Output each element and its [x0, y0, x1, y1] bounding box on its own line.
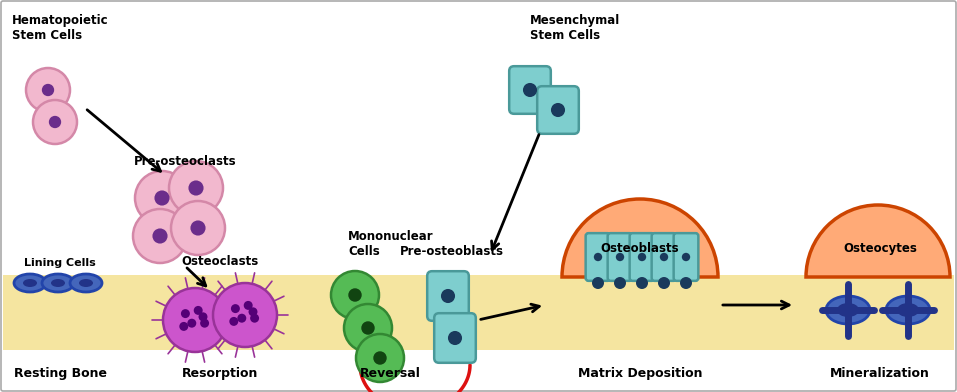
Ellipse shape: [23, 279, 37, 287]
Text: Mesenchymal
Stem Cells: Mesenchymal Stem Cells: [530, 14, 620, 42]
Ellipse shape: [51, 279, 65, 287]
FancyBboxPatch shape: [652, 233, 677, 281]
Circle shape: [213, 283, 277, 347]
Text: Mineralization: Mineralization: [830, 367, 930, 380]
Text: Matrix Deposition: Matrix Deposition: [578, 367, 702, 380]
Circle shape: [523, 83, 537, 97]
Circle shape: [615, 253, 624, 261]
Circle shape: [356, 334, 404, 382]
Circle shape: [594, 253, 602, 261]
Circle shape: [441, 289, 455, 303]
Circle shape: [193, 306, 203, 315]
Circle shape: [26, 68, 70, 112]
FancyBboxPatch shape: [586, 233, 611, 281]
Text: Reversal: Reversal: [360, 367, 420, 380]
Circle shape: [331, 271, 379, 319]
Text: Pre-osteoclasts: Pre-osteoclasts: [134, 155, 236, 168]
FancyBboxPatch shape: [537, 86, 579, 134]
Text: Resting Bone: Resting Bone: [13, 367, 106, 380]
Wedge shape: [562, 199, 718, 277]
Ellipse shape: [14, 274, 46, 292]
Circle shape: [231, 304, 240, 313]
FancyBboxPatch shape: [608, 233, 633, 281]
Text: Resorption: Resorption: [182, 367, 258, 380]
Circle shape: [179, 322, 189, 331]
Circle shape: [135, 171, 189, 225]
Ellipse shape: [837, 303, 859, 317]
Circle shape: [658, 277, 670, 289]
Circle shape: [181, 309, 189, 318]
Circle shape: [198, 312, 208, 321]
Circle shape: [681, 253, 690, 261]
Circle shape: [362, 321, 375, 335]
Circle shape: [373, 351, 387, 365]
Circle shape: [133, 209, 187, 263]
Circle shape: [592, 277, 604, 289]
Ellipse shape: [826, 296, 870, 324]
Circle shape: [49, 116, 61, 128]
Circle shape: [200, 319, 209, 328]
FancyBboxPatch shape: [509, 66, 551, 114]
Text: Pre-osteoblasts: Pre-osteoblasts: [400, 245, 504, 258]
Circle shape: [244, 301, 253, 310]
Circle shape: [190, 220, 206, 236]
Ellipse shape: [897, 303, 919, 317]
Ellipse shape: [886, 296, 930, 324]
Text: Lining Cells: Lining Cells: [24, 258, 96, 268]
Circle shape: [551, 103, 565, 117]
Circle shape: [152, 229, 167, 243]
Circle shape: [163, 288, 227, 352]
Text: Osteoclasts: Osteoclasts: [182, 255, 258, 268]
Circle shape: [636, 277, 648, 289]
Circle shape: [189, 180, 204, 196]
Text: Mononuclear
Cells: Mononuclear Cells: [348, 230, 434, 258]
Text: Osteoblasts: Osteoblasts: [601, 242, 679, 255]
Circle shape: [230, 317, 238, 326]
Circle shape: [42, 84, 55, 96]
Ellipse shape: [42, 274, 74, 292]
Circle shape: [154, 191, 169, 205]
Circle shape: [188, 319, 196, 328]
Circle shape: [659, 253, 668, 261]
Circle shape: [171, 201, 225, 255]
Bar: [3, 275, 954, 350]
Circle shape: [637, 253, 646, 261]
FancyBboxPatch shape: [434, 313, 476, 363]
Wedge shape: [806, 205, 950, 277]
Circle shape: [237, 314, 246, 323]
FancyBboxPatch shape: [674, 233, 699, 281]
Ellipse shape: [70, 274, 102, 292]
Circle shape: [249, 307, 257, 316]
Circle shape: [250, 314, 259, 323]
Text: Hematopoietic
Stem Cells: Hematopoietic Stem Cells: [12, 14, 109, 42]
Ellipse shape: [79, 279, 93, 287]
Circle shape: [169, 161, 223, 215]
Circle shape: [344, 304, 392, 352]
Text: Osteocytes: Osteocytes: [843, 242, 917, 255]
Circle shape: [614, 277, 626, 289]
Circle shape: [448, 331, 462, 345]
FancyBboxPatch shape: [427, 271, 469, 321]
FancyBboxPatch shape: [630, 233, 655, 281]
Circle shape: [348, 288, 362, 302]
Circle shape: [33, 100, 77, 144]
Circle shape: [680, 277, 692, 289]
